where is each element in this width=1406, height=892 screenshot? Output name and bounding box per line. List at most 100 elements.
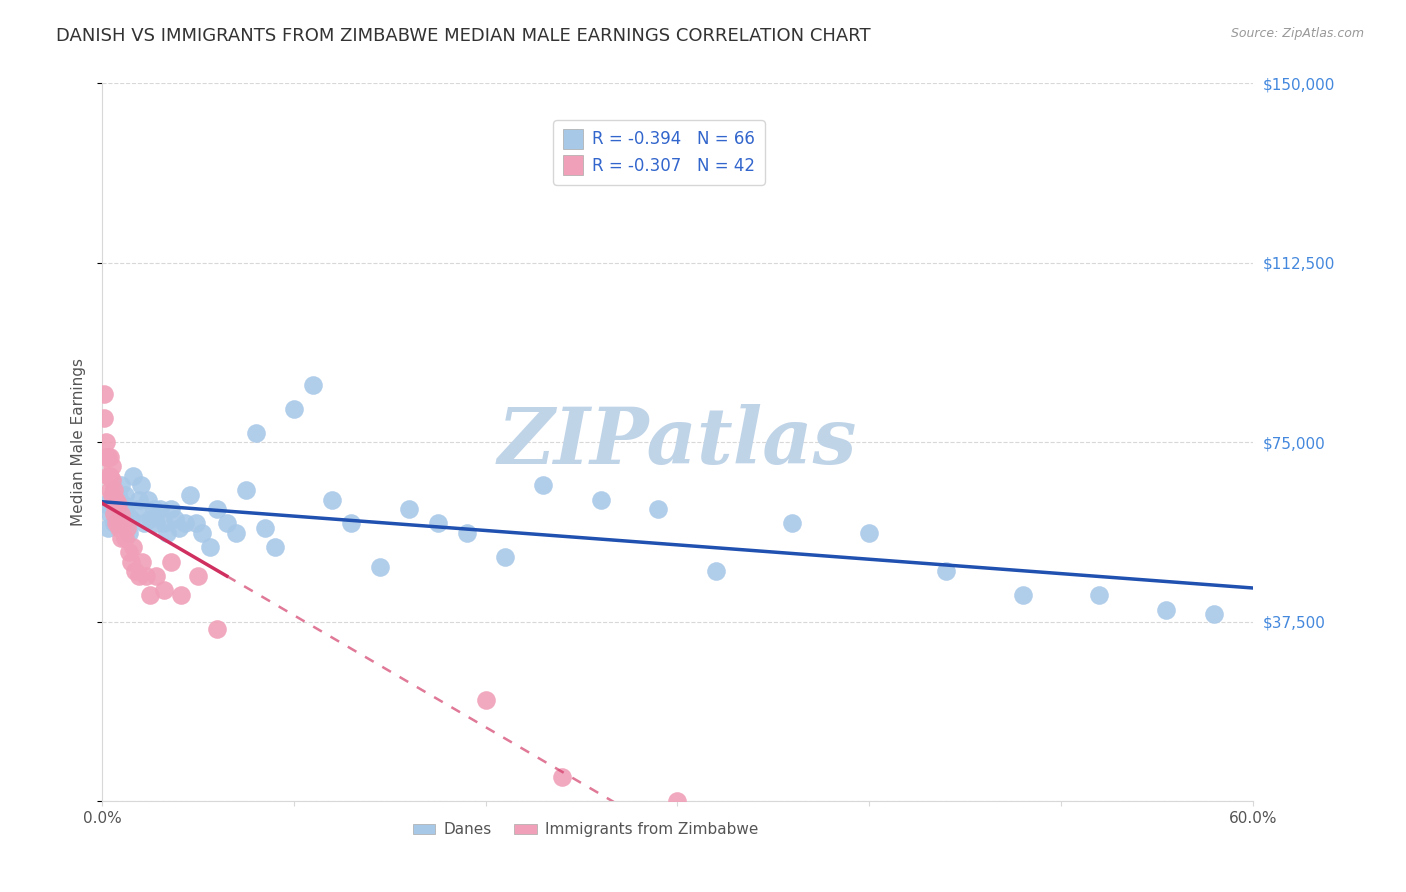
Point (94, 497, 117, 511)
Point (321, 492, 343, 507)
Point (93, 387, 115, 401)
Text: Source: ZipAtlas.com: Source: ZipAtlas.com (1230, 27, 1364, 40)
Point (398, 502, 420, 516)
Point (173, 516, 195, 531)
Text: ZIPatlas: ZIPatlas (498, 404, 858, 481)
Point (207, 502, 229, 516)
Point (94, 450, 117, 464)
Point (103, 507, 125, 521)
Point (107, 516, 129, 531)
Point (666, 794, 689, 808)
Point (110, 507, 132, 521)
Point (103, 483, 125, 497)
Point (136, 492, 159, 507)
Point (170, 588, 193, 602)
Point (114, 488, 136, 502)
Point (215, 516, 238, 531)
Point (118, 545, 141, 559)
Point (1156, 602, 1178, 616)
Point (98, 468, 121, 483)
Point (225, 526, 247, 541)
Point (110, 516, 132, 531)
Point (97, 450, 120, 464)
Point (245, 425, 267, 440)
Point (101, 492, 124, 507)
Point (120, 555, 142, 569)
Point (128, 569, 150, 583)
Point (160, 555, 183, 569)
Point (122, 541, 145, 555)
Point (156, 526, 179, 541)
Point (647, 502, 669, 516)
Point (125, 502, 148, 516)
Point (191, 526, 214, 541)
Point (97, 521, 120, 535)
Point (129, 478, 152, 492)
Point (531, 478, 554, 492)
Point (115, 507, 138, 521)
Point (1011, 588, 1033, 602)
Legend: Danes, Immigrants from Zimbabwe: Danes, Immigrants from Zimbabwe (406, 816, 765, 844)
Point (103, 483, 125, 497)
Point (1204, 607, 1226, 622)
Point (782, 516, 804, 531)
Point (112, 497, 135, 511)
Point (149, 502, 172, 516)
Point (107, 488, 129, 502)
Point (187, 569, 209, 583)
Point (122, 468, 145, 483)
Text: DANISH VS IMMIGRANTS FROM ZIMBABWE MEDIAN MALE EARNINGS CORRELATION CHART: DANISH VS IMMIGRANTS FROM ZIMBABWE MEDIA… (56, 27, 870, 45)
Point (139, 511, 162, 525)
Point (198, 541, 221, 555)
Point (551, 770, 574, 784)
Point (112, 516, 135, 531)
Point (101, 459, 124, 474)
Point (139, 588, 162, 602)
Point (474, 693, 496, 707)
Point (108, 492, 131, 507)
Point (97, 468, 120, 483)
Point (120, 511, 142, 525)
Point (589, 492, 612, 507)
Point (110, 478, 132, 492)
Point (98, 483, 121, 497)
Point (115, 521, 138, 535)
Point (104, 507, 127, 521)
Point (93, 411, 115, 425)
Point (456, 526, 478, 541)
Point (110, 531, 132, 545)
Point (145, 516, 167, 531)
Point (114, 531, 136, 545)
Point (254, 521, 277, 535)
Point (235, 483, 257, 497)
Point (101, 474, 124, 488)
Point (118, 526, 141, 541)
Point (426, 516, 449, 531)
Point (302, 377, 325, 392)
Point (104, 516, 127, 531)
Point (145, 569, 167, 583)
Point (263, 541, 285, 555)
Point (207, 622, 229, 636)
Y-axis label: Median Male Earnings: Median Male Earnings (72, 359, 86, 526)
Point (160, 502, 183, 516)
Point (98, 507, 121, 521)
Point (108, 521, 131, 535)
Point (1088, 588, 1111, 602)
Point (128, 492, 150, 507)
Point (94, 435, 117, 450)
Point (340, 516, 363, 531)
Point (165, 511, 187, 525)
Point (704, 564, 727, 578)
Point (108, 502, 131, 516)
Point (494, 549, 516, 564)
Point (98, 450, 121, 464)
Point (179, 488, 201, 502)
Point (368, 559, 391, 574)
Point (104, 492, 127, 507)
Point (152, 583, 174, 598)
Point (134, 516, 156, 531)
Point (283, 401, 305, 416)
Point (858, 526, 880, 541)
Point (107, 497, 129, 511)
